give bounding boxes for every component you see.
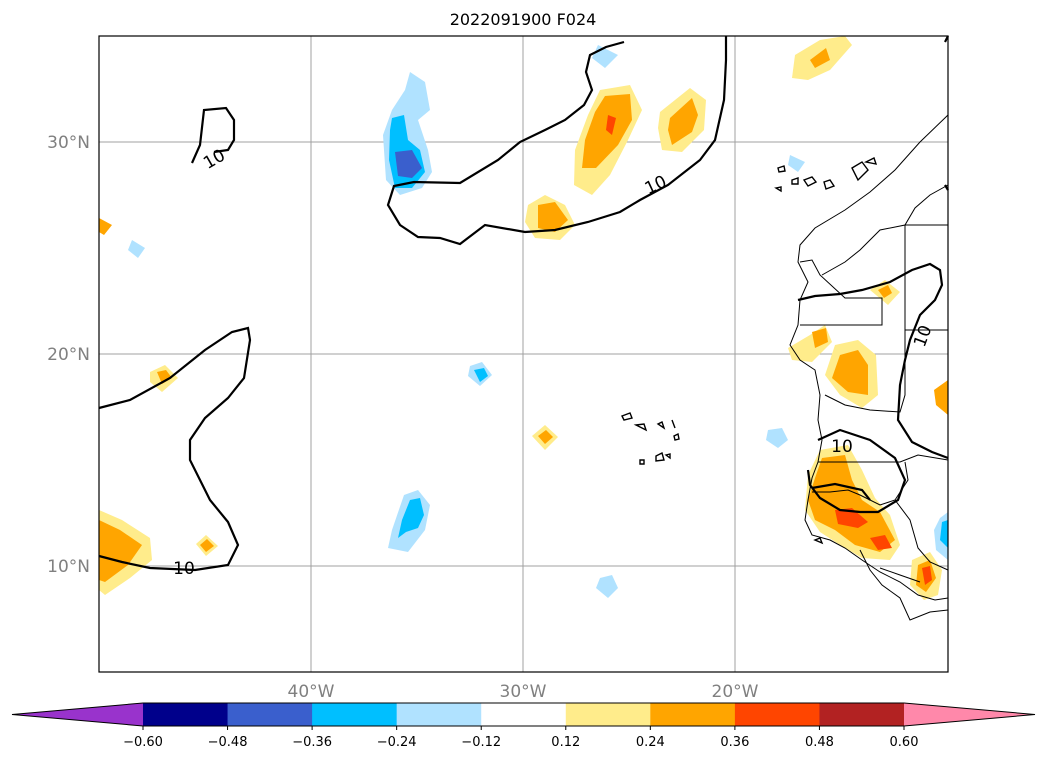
islands <box>621 157 878 545</box>
colorbar-swatch <box>143 703 229 726</box>
colorbar-tick-label: 0.60 <box>890 735 919 750</box>
map-panel: 10 10 10 10 10 <box>98 35 949 673</box>
shaded-anomalies <box>99 36 948 600</box>
lat-label: 30°N <box>47 133 90 153</box>
longitude-labels: 40°W 30°W 20°W <box>288 682 759 702</box>
colorbar-swatch <box>481 703 567 726</box>
colorbar-tick-label: 0.12 <box>551 735 580 750</box>
colorbar-tick-label: −0.36 <box>292 735 332 750</box>
colorbar-swatch <box>312 703 398 726</box>
map-frame <box>98 35 949 673</box>
colorbar-tick-label: −0.24 <box>377 735 417 750</box>
coastlines <box>789 114 949 621</box>
colorbar-tick-label: 0.48 <box>805 735 834 750</box>
lat-label: 20°N <box>47 345 90 365</box>
lon-label: 30°W <box>500 682 547 702</box>
colorbar-swatch <box>565 703 651 726</box>
colorbar-tick-label: 0.36 <box>720 735 749 750</box>
colorbar-tick-label: 0.24 <box>636 735 665 750</box>
colorbar-swatch <box>734 703 820 726</box>
lat-label: 10°N <box>47 557 90 577</box>
contour-label: 10 <box>173 559 195 579</box>
colorbar-tick-label: −0.60 <box>123 735 163 750</box>
colorbar-extend-high <box>904 703 1035 726</box>
colorbar-swatch <box>650 703 736 726</box>
lon-label: 20°W <box>712 682 759 702</box>
gridlines <box>99 36 948 672</box>
latitude-labels: 30°N 20°N 10°N <box>47 133 90 577</box>
contour-label: 10 <box>831 437 853 457</box>
lon-label: 40°W <box>288 682 335 702</box>
colorbar-extend-low <box>12 703 143 726</box>
map-title: 2022091900 F024 <box>450 10 597 29</box>
colorbar-tick-label: −0.12 <box>461 735 501 750</box>
colorbar-swatch <box>819 703 905 726</box>
colorbar-tick-label: −0.48 <box>208 735 248 750</box>
colorbar-swatch <box>227 703 313 726</box>
colorbar: −0.60 −0.48 −0.36 −0.24 −0.12 0.12 0.24 0.36 0.4… <box>11 702 1036 750</box>
contour-lines <box>98 35 949 572</box>
colorbar-swatch <box>396 703 482 726</box>
